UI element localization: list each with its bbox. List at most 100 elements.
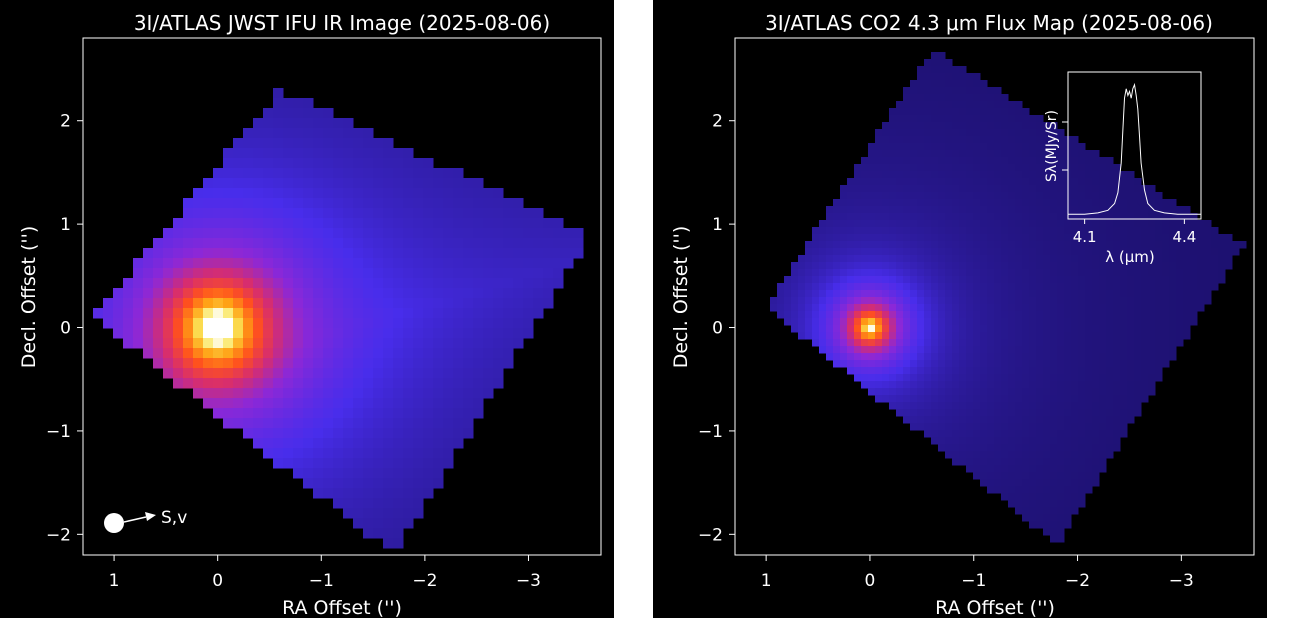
heatmap-cell [1085,374,1093,382]
heatmap-cell [1120,416,1128,424]
heatmap-cell [1015,283,1023,291]
heatmap-cell [917,171,925,179]
heatmap-cell [1050,423,1058,431]
heatmap-cell [973,283,981,291]
heatmap-cell [938,206,946,214]
heatmap-cell [931,374,939,382]
heatmap-cell [959,318,967,326]
heatmap-cell [543,298,554,309]
heatmap-cell [1183,332,1191,340]
heatmap-cell [1071,164,1079,172]
heatmap-cell [959,213,967,221]
heatmap-cell [959,115,967,123]
heatmap-cell [1085,178,1093,186]
heatmap-cell [812,297,820,305]
heatmap-cell [383,438,394,449]
heatmap-cell [973,444,981,452]
heatmap-cell [1127,206,1135,214]
heatmap-cell [987,108,995,116]
heatmap-cell [973,73,981,81]
heatmap-cell [303,178,314,189]
heatmap-cell [183,378,194,389]
heatmap-cell [1141,297,1149,305]
heatmap-cell [1155,241,1163,249]
heatmap-cell [1106,248,1114,256]
heatmap-cell [1036,430,1044,438]
heatmap-cell [343,308,354,319]
heatmap-cell [875,171,883,179]
heatmap-cell [283,388,294,399]
heatmap-cell [861,360,869,368]
heatmap-cell [966,458,974,466]
heatmap-cell [1141,248,1149,256]
heatmap-cell [293,268,304,279]
heatmap-cell [203,358,214,369]
heatmap-cell [987,290,995,298]
heatmap-cell [1148,276,1156,284]
heatmap-cell [383,268,394,279]
heatmap-cell [473,338,484,349]
heatmap-cell [403,328,414,339]
heatmap-cell [973,346,981,354]
heatmap-cell [1064,521,1072,529]
heatmap-cell [1071,227,1079,235]
heatmap-cell [253,438,264,449]
heatmap-cell [1183,213,1191,221]
heatmap-cell [373,378,384,389]
heatmap-cell [1134,185,1142,193]
heatmap-cell [1071,234,1079,242]
heatmap-cell [1050,136,1058,144]
heatmap-cell [483,348,494,359]
heatmap-cell [1001,143,1009,151]
heatmap-cell [1050,276,1058,284]
heatmap-cell [493,268,504,279]
heatmap-cell [1029,115,1037,123]
heatmap-cell [323,298,334,309]
heatmap-cell [1029,283,1037,291]
heatmap-cell [945,290,953,298]
heatmap-cell [1071,465,1079,473]
heatmap-cell [163,308,174,319]
heatmap-cell [393,378,404,389]
heatmap-cell [1176,206,1184,214]
heatmap-cell [213,348,224,359]
heatmap-cell [313,228,324,239]
heatmap-cell [1050,346,1058,354]
heatmap-cell [123,338,134,349]
heatmap-cell [313,388,324,399]
heatmap-cell [1134,374,1142,382]
heatmap-cell [223,388,234,399]
heatmap-cell [896,143,904,151]
heatmap-cell [1001,234,1009,242]
heatmap-cell [973,164,981,172]
heatmap-cell [952,374,960,382]
heatmap-cell [882,325,890,333]
heatmap-cell [973,136,981,144]
heatmap-cell [213,388,224,399]
heatmap-cell [889,332,897,340]
ir-image-chart: 3I/ATLAS JWST IFU IR Image (2025-08-06) … [18,11,602,618]
heatmap-cell [1183,290,1191,298]
heatmap-cell [543,258,554,269]
heatmap-cell [847,367,855,375]
heatmap-cell [353,378,364,389]
heatmap-cell [443,318,454,329]
heatmap-cell [910,122,918,130]
heatmap-cell [784,283,792,291]
heatmap-cell [1092,318,1100,326]
heatmap-cell [1071,220,1079,228]
heatmap-cell [1043,339,1051,347]
heatmap-cell [353,188,364,199]
heatmap-cell [896,269,904,277]
heatmap-cell [313,258,324,269]
heatmap-cell [896,129,904,137]
heatmap-cell [966,437,974,445]
heatmap-cell [931,339,939,347]
heatmap-cell [875,164,883,172]
heatmap-cell [1078,213,1086,221]
heatmap-cell [770,297,778,305]
heatmap-cell [1092,227,1100,235]
heatmap-cell [193,208,204,219]
heatmap-cell [1162,346,1170,354]
heatmap-cell [1050,304,1058,312]
